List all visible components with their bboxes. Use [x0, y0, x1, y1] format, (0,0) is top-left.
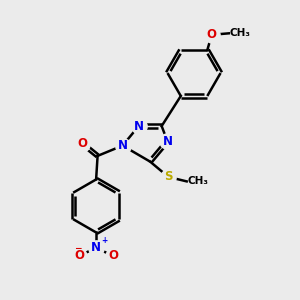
Text: N: N [118, 139, 128, 152]
Text: N: N [134, 120, 144, 133]
Text: N: N [91, 241, 101, 254]
Text: N: N [162, 135, 172, 148]
Text: S: S [164, 170, 173, 184]
Text: O: O [74, 250, 84, 262]
Text: CH₃: CH₃ [230, 28, 250, 38]
Text: O: O [77, 137, 87, 150]
Text: CH₃: CH₃ [187, 176, 208, 186]
Text: +: + [101, 236, 107, 245]
Text: −: − [74, 244, 81, 253]
Text: O: O [108, 250, 118, 262]
Text: O: O [207, 28, 217, 41]
